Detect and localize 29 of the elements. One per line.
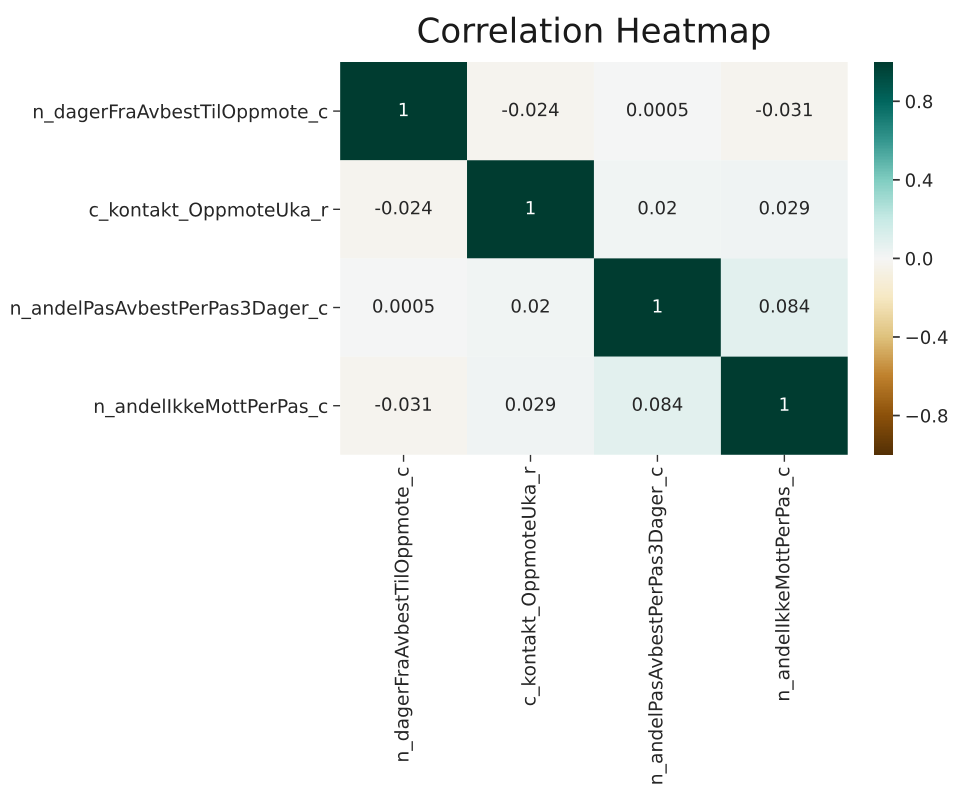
y-tick-label: n_dagerFraAvbestTilOppmote_c — [34, 104, 328, 123]
color-bar-label: 0.8 — [906, 94, 932, 108]
color-bar-label: 0.4 — [906, 173, 932, 187]
data-label: -0.024 — [502, 102, 559, 116]
data-label: 0.084 — [760, 299, 810, 313]
data-label: 0.0005 — [627, 102, 688, 116]
data-label: 0.02 — [512, 299, 549, 313]
x-tick-label: n_andelPasAvbestPerPas3Dager_c — [648, 468, 667, 784]
data-label: 0.02 — [638, 200, 676, 215]
data-label: 0.029 — [506, 397, 556, 411]
chart-title: Correlation Heatmap — [418, 16, 770, 50]
data-label: 0.029 — [760, 200, 809, 215]
data-label: 0.0005 — [373, 299, 434, 313]
data-label: -0.031 — [375, 397, 431, 411]
data-label: 1 — [654, 299, 662, 312]
data-label: 0.084 — [632, 397, 682, 411]
data-label: -0.031 — [756, 102, 812, 116]
y-tick-label: c_kontakt_OppmoteUka_r — [90, 202, 328, 221]
x-tick-label: n_andelIkkeMottPerPas_c — [775, 468, 794, 700]
y-tick-label: n_andelPasAvbestPerPas3Dager_c — [11, 300, 328, 320]
data-label: 1 — [400, 102, 408, 116]
data-label: 1 — [526, 201, 535, 214]
color-bar-label: −0.4 — [906, 330, 948, 344]
y-tick-label: n_andelIkkeMottPerPas_c — [94, 398, 328, 418]
x-tick-label: c_kontakt_OppmoteUka_r — [521, 466, 540, 706]
data-label: -0.024 — [375, 200, 432, 215]
color-bar-label: −0.8 — [906, 409, 948, 423]
color-bar-label: 0.0 — [906, 252, 932, 266]
data-label: 1 — [780, 398, 788, 411]
